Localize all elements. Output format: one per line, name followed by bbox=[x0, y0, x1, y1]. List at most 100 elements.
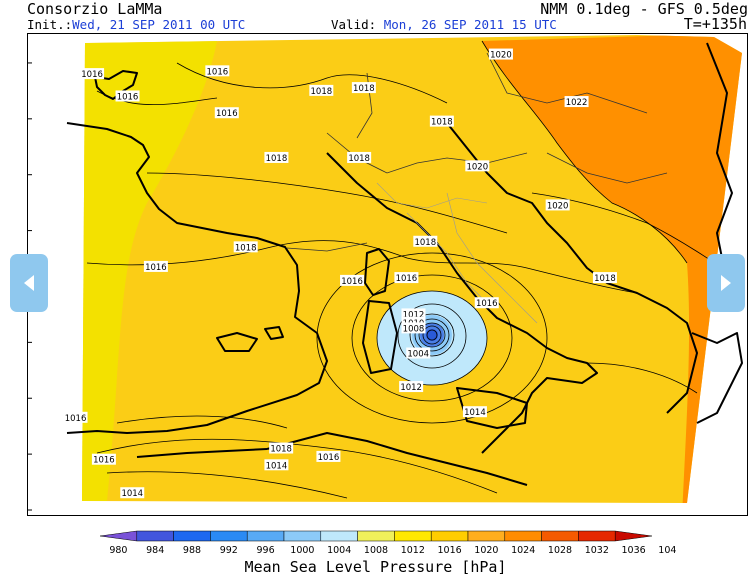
pressure-legend: 980 984 988 992 996 1000 1004 1008 1012 1016 1020 1… bbox=[99, 530, 676, 556]
contour-label-bg bbox=[474, 297, 499, 309]
legend-swatch bbox=[578, 530, 616, 542]
contour-label-bg bbox=[214, 107, 239, 119]
model-title: NMM 0.1deg - GFS 0.5deg bbox=[540, 0, 748, 18]
contour-label-bg bbox=[340, 274, 365, 286]
contour-label-bg bbox=[592, 272, 617, 284]
contour-label: 1016 bbox=[396, 274, 418, 284]
legend-level-label: 984 bbox=[146, 545, 164, 556]
contour-label: 1014 bbox=[464, 408, 486, 418]
contour-label-bg bbox=[80, 68, 105, 80]
contour-label: 1018 bbox=[235, 243, 257, 253]
contour-label: 1020 bbox=[466, 162, 488, 172]
init-label: Init.: bbox=[27, 17, 73, 32]
contour-label: 1014 bbox=[266, 461, 288, 471]
contour-label: 1016 bbox=[65, 414, 87, 424]
legend-bar bbox=[99, 530, 653, 542]
contour-label: 1016 bbox=[117, 92, 139, 102]
arrow-left-icon bbox=[24, 275, 34, 291]
legend-level-label: 996 bbox=[257, 545, 275, 556]
contour-label-bg bbox=[264, 459, 289, 471]
contour-label: 1016 bbox=[341, 277, 363, 287]
contour-label: 1016 bbox=[207, 67, 229, 77]
contour-label: 1016 bbox=[93, 456, 115, 466]
prev-frame-button[interactable] bbox=[10, 254, 48, 312]
contour-label-bg bbox=[399, 381, 424, 393]
contour-label: 1008 bbox=[403, 324, 425, 334]
contour-label-bg bbox=[545, 199, 570, 211]
pressure-fill bbox=[82, 35, 742, 503]
contour-label: 1018 bbox=[594, 274, 616, 284]
contour-label: 1020 bbox=[547, 201, 569, 211]
contour-label: 1014 bbox=[121, 489, 143, 499]
contour-label-bg bbox=[394, 272, 419, 284]
contour-label: 1016 bbox=[476, 299, 498, 309]
contour-label: 1012 bbox=[400, 383, 422, 393]
contour-labels: 1016 1016 1018 1018 1020 1016 1016 1018 1022 1018… bbox=[27, 48, 617, 499]
legend-swatch bbox=[99, 530, 138, 542]
legend-swatch bbox=[246, 530, 285, 542]
contour-label-bg bbox=[309, 84, 334, 96]
contour-label-bg bbox=[91, 453, 116, 465]
valid-value: Mon, 26 SEP 2011 15 UTC bbox=[383, 17, 557, 32]
legend-swatch bbox=[357, 530, 395, 542]
legend-level-label: 992 bbox=[220, 545, 238, 556]
forecast-step: T=+135h bbox=[683, 15, 747, 33]
legend-swatch bbox=[430, 530, 469, 542]
legend-title: Mean Sea Level Pressure [hPa] bbox=[244, 558, 507, 576]
contour-label-bg bbox=[351, 82, 376, 94]
org-title: Consorzio LaMMa bbox=[27, 0, 163, 18]
contour-label: 1018 bbox=[270, 445, 292, 455]
legend-swatch bbox=[173, 530, 211, 542]
contour-label: 1018 bbox=[353, 84, 375, 94]
contour-label: 1004 bbox=[407, 350, 429, 360]
contour-label: 1018 bbox=[311, 87, 333, 97]
valid-label: Valid: bbox=[331, 17, 377, 32]
legend-swatch bbox=[136, 530, 174, 542]
contour-label: 1016 bbox=[318, 453, 340, 463]
contour-label: 1016 bbox=[81, 70, 103, 80]
contour-label-bg bbox=[406, 347, 431, 359]
legend-level-label: 1016 bbox=[438, 545, 462, 556]
contour-label-bg bbox=[465, 160, 490, 172]
legend-level-label: 988 bbox=[183, 545, 201, 556]
legend-swatch bbox=[504, 530, 542, 542]
contour-label-bg bbox=[462, 406, 487, 418]
contour-label-bg bbox=[264, 151, 289, 163]
contour-label: 1018 bbox=[414, 238, 436, 248]
legend-level-label: 1024 bbox=[511, 545, 535, 556]
contour-label: 1018 bbox=[431, 118, 453, 128]
contour-label-bg bbox=[564, 96, 589, 108]
legend-level-label: 1036 bbox=[622, 545, 646, 556]
contour-label-bg bbox=[316, 450, 341, 462]
init-value: Wed, 21 SEP 2011 00 UTC bbox=[72, 17, 246, 32]
contour-label-bg bbox=[205, 65, 230, 77]
legend-swatch bbox=[320, 530, 358, 542]
contour-label: 1022 bbox=[566, 98, 588, 108]
legend-level-label: 1028 bbox=[548, 545, 572, 556]
legend-labels: 980 984 988 992 996 1000 1004 1008 1012 1016 1020 1… bbox=[109, 545, 676, 556]
contour-label-bg bbox=[347, 151, 372, 163]
legend-level-label: 1040 bbox=[658, 545, 676, 556]
pressure-map: 6W3W03E6E9E12E15E18E21E24E50N48N46N44N42… bbox=[27, 33, 748, 516]
contour-label-bg bbox=[143, 260, 168, 272]
contour-label-bg bbox=[401, 316, 426, 328]
arrow-right-icon bbox=[721, 275, 731, 291]
legend-level-label: 1032 bbox=[585, 545, 609, 556]
contour-label-bg bbox=[120, 487, 145, 499]
contour-label: 1020 bbox=[490, 51, 512, 61]
contour-label-bg bbox=[401, 322, 426, 334]
contour-label-bg bbox=[413, 235, 438, 247]
isobars bbox=[86, 40, 743, 499]
contour-label-bg bbox=[63, 411, 88, 423]
legend-swatch bbox=[467, 530, 506, 542]
legend-swatch bbox=[210, 530, 248, 542]
legend-level-label: 980 bbox=[109, 545, 127, 556]
legend-level-label: 1004 bbox=[327, 545, 351, 556]
contour-label-bg bbox=[488, 48, 513, 60]
contour-label-bg bbox=[233, 241, 258, 253]
legend-level-label: 1000 bbox=[290, 545, 314, 556]
contour-label-bg bbox=[115, 90, 140, 102]
contour-label-bg bbox=[269, 442, 294, 454]
contour-label: 1016 bbox=[145, 263, 167, 273]
next-frame-button[interactable] bbox=[707, 254, 745, 312]
